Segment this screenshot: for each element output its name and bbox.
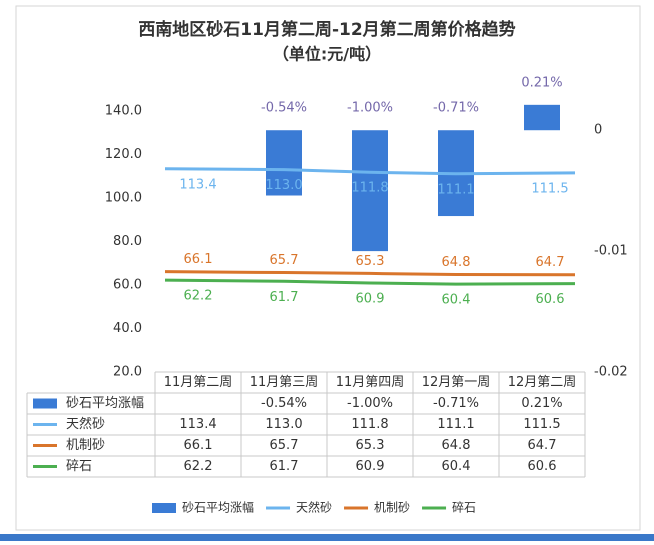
table-cell: 111.8: [351, 417, 388, 432]
line: [164, 278, 576, 286]
legend-label: 砂石平均涨幅: [182, 500, 254, 515]
y-tick-label: 40.0: [113, 321, 142, 336]
legend-key: [33, 398, 57, 409]
data-label: 0.21%: [521, 75, 562, 90]
x-tick-label: 11月第二周: [164, 375, 233, 390]
table-cell: -1.00%: [347, 396, 393, 411]
table-cell: 60.6: [528, 459, 557, 474]
y-tick-label: 140.0: [105, 103, 142, 118]
legend-label: 机制砂: [374, 501, 410, 515]
table-cell: 65.3: [356, 438, 385, 453]
line: [164, 167, 576, 176]
chart-frame: [15, 5, 641, 531]
data-label: 60.9: [356, 292, 385, 307]
bar: [524, 104, 560, 131]
y-tick-label: 20.0: [113, 365, 142, 380]
data-label: 62.2: [184, 289, 213, 304]
line: [164, 270, 576, 277]
table-row-label: 天然砂: [66, 416, 105, 432]
y-tick-label: 100.0: [105, 190, 142, 205]
table-cell: -0.71%: [433, 396, 479, 411]
table-cell: 65.7: [270, 438, 299, 453]
bar: [266, 130, 302, 196]
data-label: -0.54%: [261, 101, 307, 116]
legend-label: 天然砂: [296, 500, 332, 515]
x-tick-label: 12月第二周: [508, 375, 577, 390]
data-label: 65.3: [356, 254, 385, 269]
table-cell: 111.1: [437, 417, 474, 432]
table-row-label: 机制砂: [66, 438, 105, 453]
data-label: 65.7: [270, 253, 299, 268]
data-label: -0.71%: [433, 101, 479, 116]
data-label: 64.7: [536, 255, 565, 270]
y-tick-label: 80.0: [113, 234, 142, 249]
table-cell: 60.9: [356, 459, 385, 474]
table-cell: 111.5: [523, 417, 560, 432]
x-tick-label: 12月第一周: [422, 375, 491, 390]
chart-subtitle: （单位:元/吨）: [273, 45, 381, 64]
data-label: 113.0: [265, 178, 302, 193]
table-row-label: 砂石平均涨幅: [66, 396, 144, 411]
table-cell: 113.4: [179, 417, 216, 432]
x-tick-label: 11月第三周: [250, 375, 319, 390]
y-tick-label: 120.0: [105, 147, 142, 162]
table-cell: 113.0: [265, 417, 302, 432]
table-cell: 60.4: [442, 459, 471, 474]
data-label: 111.1: [437, 182, 474, 197]
table-cell: 0.21%: [521, 396, 562, 411]
legend-key: [152, 503, 176, 513]
y-tick-label: 60.0: [113, 277, 142, 292]
y2-tick-label: 0: [594, 123, 602, 138]
table-cell: -0.54%: [261, 396, 307, 411]
table-cell: 64.7: [528, 438, 557, 453]
bar: [352, 130, 388, 252]
table-cell: 61.7: [270, 459, 299, 474]
data-label: 61.7: [270, 290, 299, 305]
table-row-label: 碎石: [66, 459, 92, 474]
data-label: 66.1: [184, 252, 213, 267]
table-cell: 66.1: [184, 438, 213, 453]
data-label: 60.6: [536, 292, 565, 307]
y2-tick-label: -0.02: [594, 365, 628, 380]
x-tick-label: 11月第四周: [336, 375, 405, 390]
data-label: 60.4: [442, 293, 471, 308]
y2-tick-label: -0.01: [594, 244, 628, 259]
table-cell: 62.2: [184, 459, 213, 474]
data-label: 111.8: [351, 181, 388, 196]
data-label: 111.5: [531, 181, 568, 196]
table-cell: 64.8: [442, 438, 471, 453]
data-label: -1.00%: [347, 101, 393, 116]
data-label: 64.8: [442, 255, 471, 270]
legend-label: 碎石: [452, 500, 476, 515]
data-label: 113.4: [179, 177, 216, 192]
chart-title: 西南地区砂石11月第二周-12月第二周第价格趋势: [138, 19, 515, 40]
bottom-bar: [0, 534, 654, 541]
